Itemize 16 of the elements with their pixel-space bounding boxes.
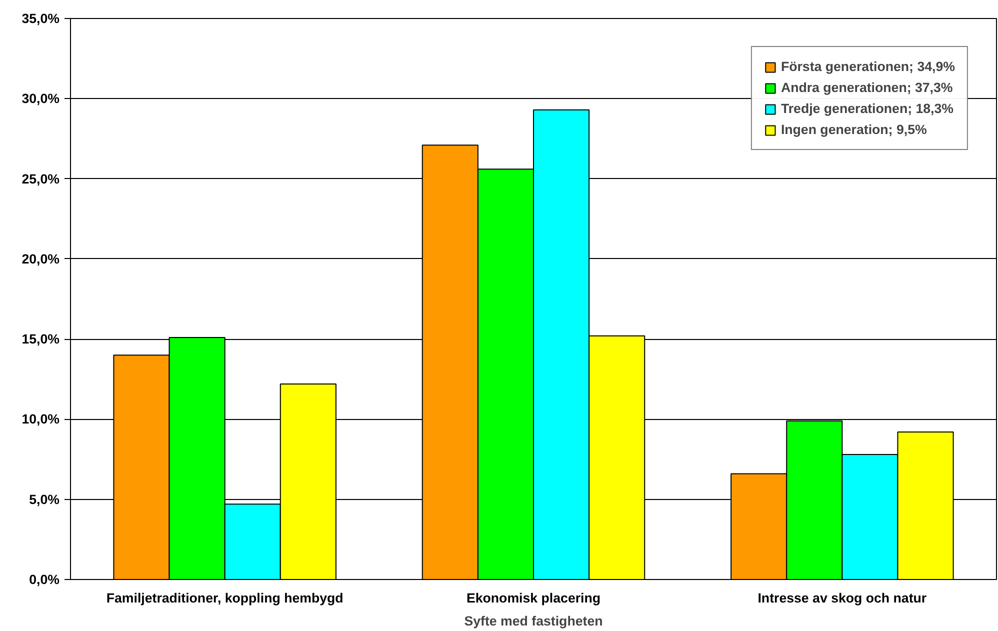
legend-label: Ingen generation; 9,5%	[780, 122, 927, 137]
x-tick-label: Familjetraditioner, koppling hembygd	[106, 590, 344, 606]
y-tick-label: 20,0%	[22, 251, 60, 266]
x-axis-title: Syfte med fastigheten	[464, 614, 603, 628]
y-tick-label: 5,0%	[29, 492, 60, 507]
legend-label: Första generationen; 34,9%	[780, 59, 955, 74]
y-tick-label: 10,0%	[22, 412, 60, 427]
y-tick-label: 25,0%	[22, 171, 60, 186]
y-tick-label: 35,0%	[22, 11, 60, 26]
legend-label: Andra generationen; 37,3%	[780, 80, 953, 95]
y-tick-label: 15,0%	[22, 332, 60, 347]
legend-label: Tredje generationen; 18,3%	[780, 101, 954, 116]
y-tick-label: 0,0%	[29, 572, 60, 587]
x-tick-label: Intresse av skog och natur	[758, 590, 927, 606]
x-tick-label: Ekonomisk placering	[466, 590, 601, 606]
y-tick-label: 30,0%	[22, 91, 60, 106]
